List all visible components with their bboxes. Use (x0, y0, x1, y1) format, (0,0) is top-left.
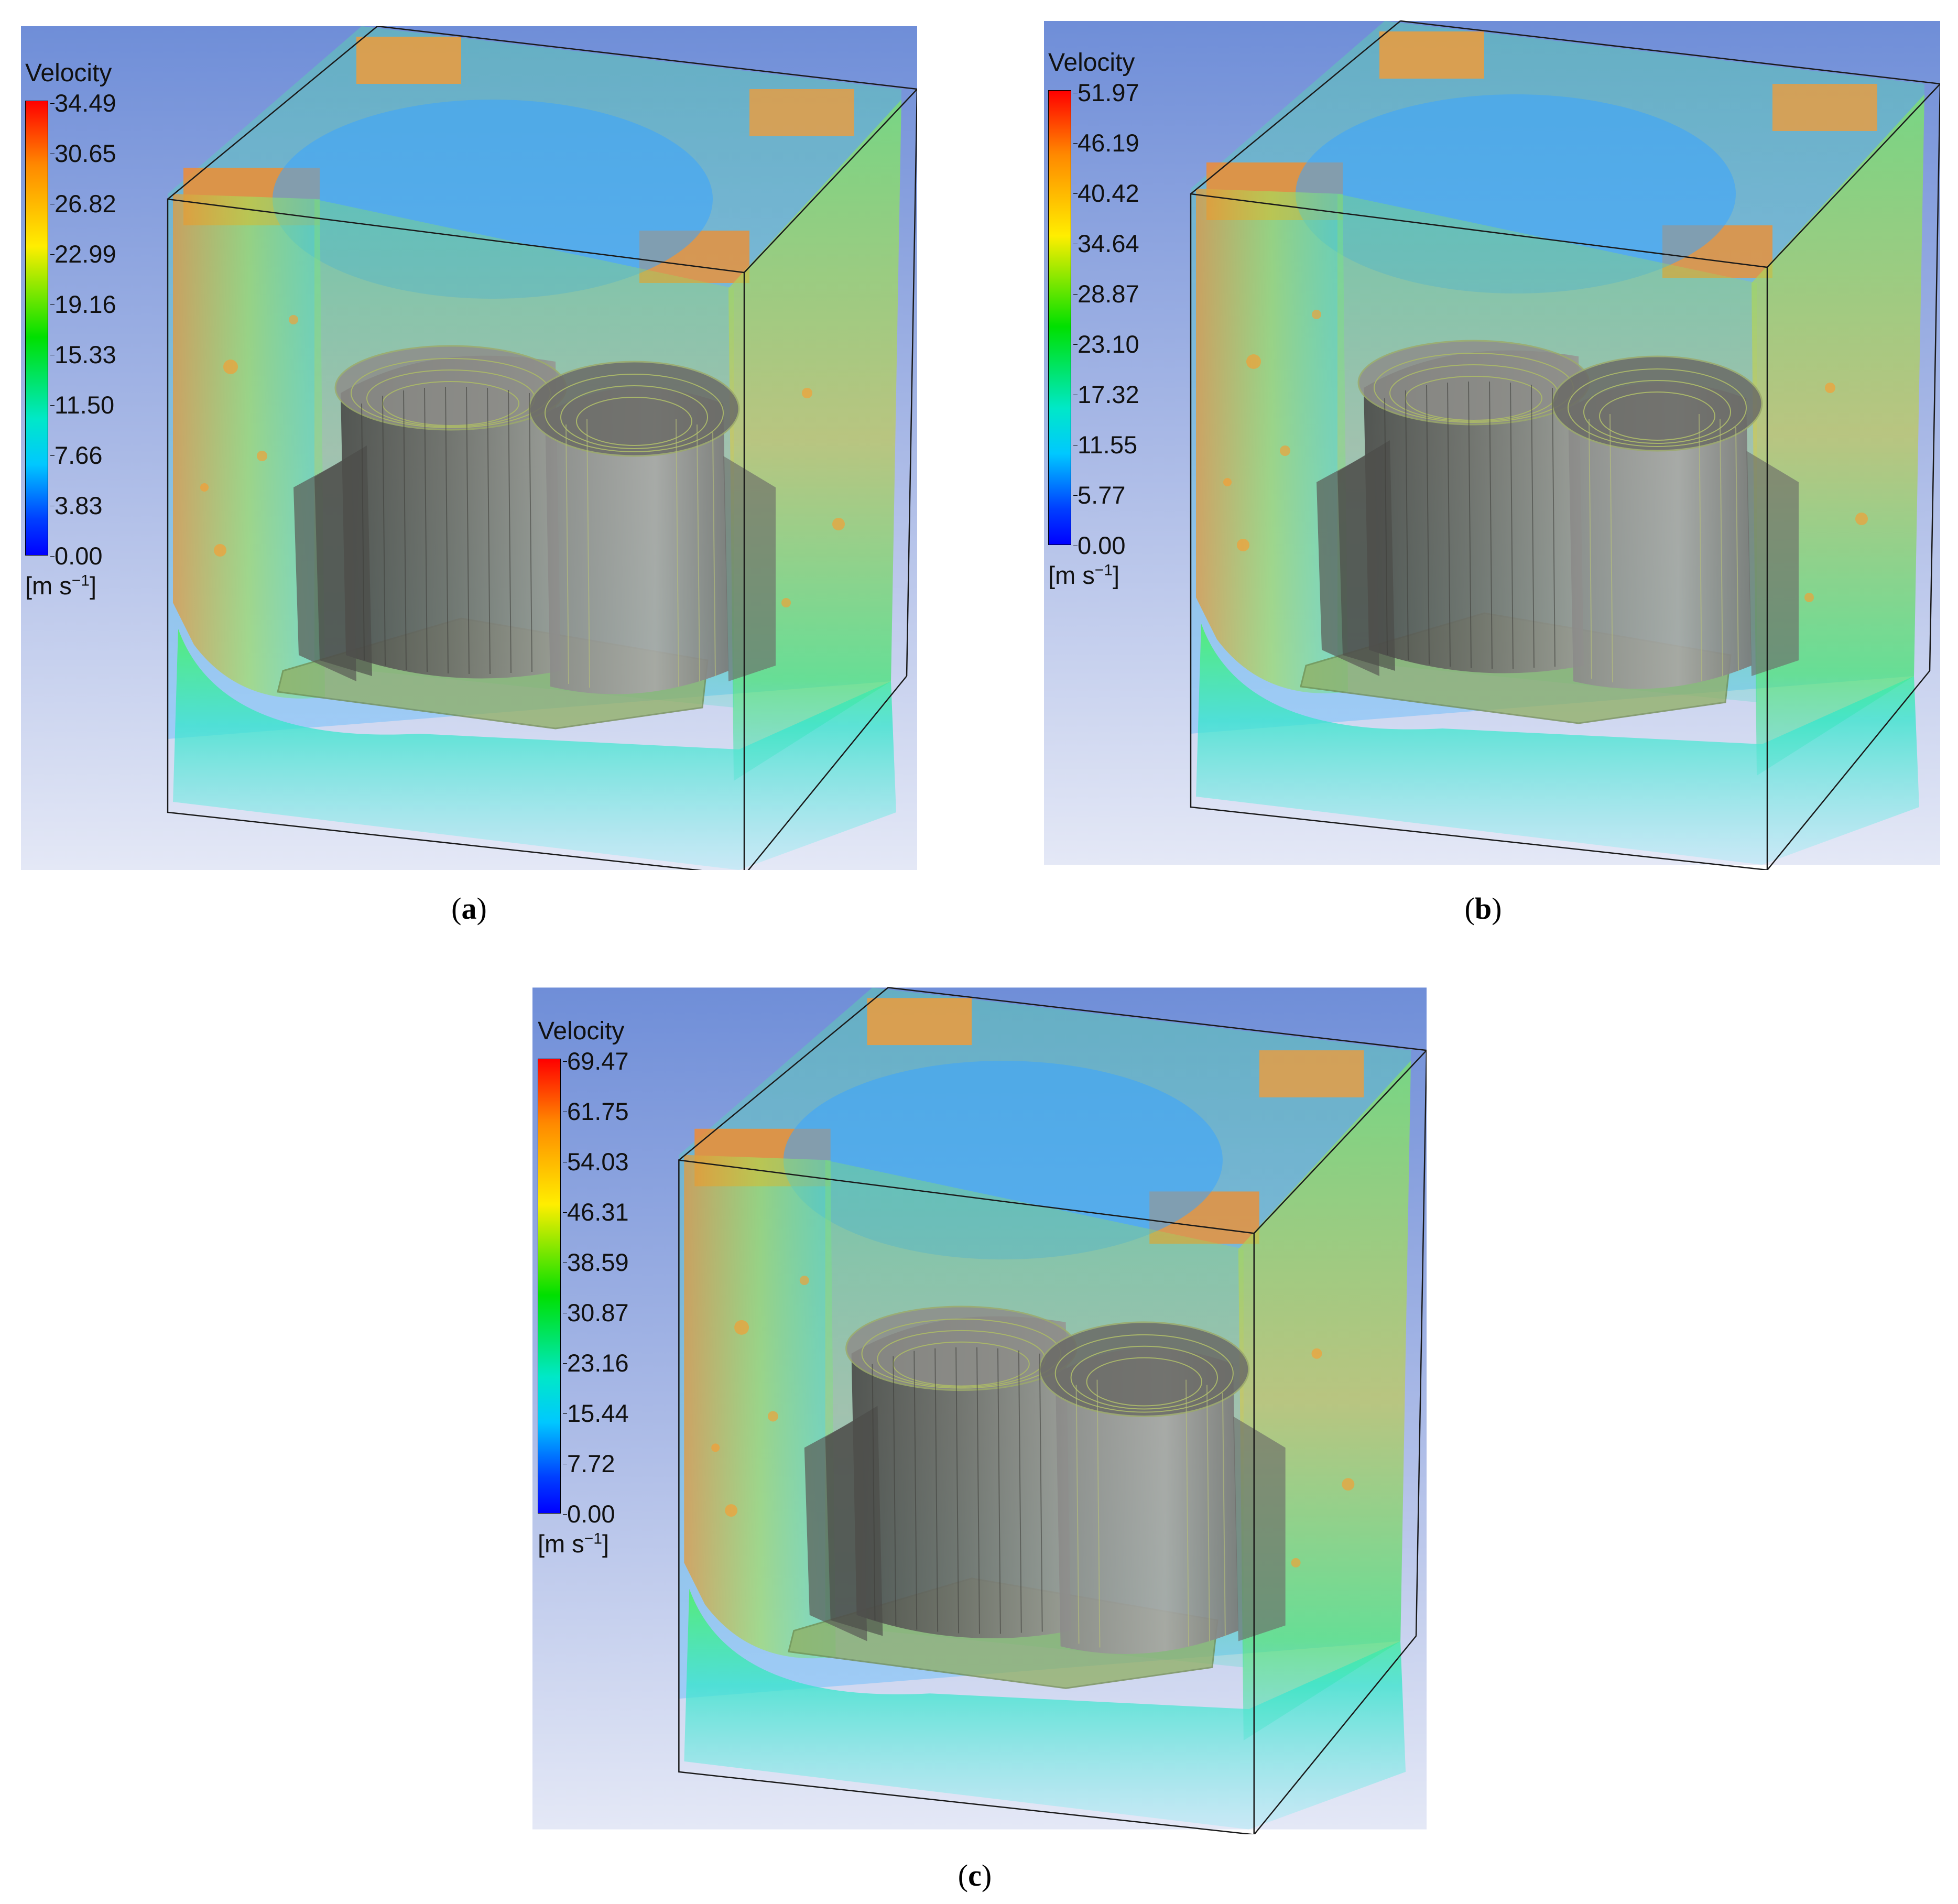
legend-unit: [m s−1] (1048, 561, 1120, 589)
tick-label: 46.31 (563, 1198, 629, 1226)
tick-label: 0.00 (1073, 531, 1126, 559)
caption-a: (a) (451, 891, 487, 926)
color-scale-bar (538, 1059, 561, 1514)
tick-label: 28.87 (1073, 280, 1139, 308)
tick-label: 38.59 (563, 1248, 629, 1276)
panel-a: Velocity 34.49 30.65 26.82 22.99 19.16 1… (21, 26, 917, 870)
color-scale-bar (25, 101, 48, 556)
legend-unit: [m s−1] (25, 572, 97, 600)
tick-label: 54.03 (563, 1148, 629, 1176)
tick-label: 0.00 (562, 1500, 615, 1528)
legend-unit: [m s−1] (538, 1530, 610, 1558)
tick-label: 30.87 (563, 1299, 629, 1326)
velocity-volume-render-a (21, 26, 917, 870)
tick-label: 51.97 (1073, 79, 1139, 106)
tick-label: 7.66 (50, 441, 103, 469)
panel-b: Velocity 51.97 46.19 40.42 34.64 28.87 2… (1044, 16, 1940, 870)
tick-label: 11.55 (1073, 431, 1138, 459)
tick-label: 23.16 (563, 1349, 629, 1377)
caption-b: (b) (1464, 891, 1502, 926)
tick-label: 19.16 (50, 290, 116, 318)
tick-label: 46.19 (1073, 129, 1139, 157)
tick-label: 22.99 (50, 240, 116, 268)
tick-label: 17.32 (1073, 380, 1139, 408)
color-scale-bar (1048, 90, 1071, 545)
tick-label: 0.00 (50, 542, 103, 570)
tick-label: 5.77 (1073, 481, 1126, 509)
legend-title: Velocity (1048, 49, 1135, 77)
tick-label: 34.49 (50, 89, 116, 117)
tick-label: 23.10 (1073, 330, 1139, 358)
tick-label: 61.75 (563, 1097, 629, 1125)
tick-label: 40.42 (1073, 179, 1139, 207)
velocity-volume-render-b (1044, 16, 1940, 870)
caption-c: (c) (958, 1858, 992, 1892)
tick-label: 34.64 (1073, 230, 1139, 257)
tick-label: 3.83 (50, 492, 103, 519)
tick-label: 7.72 (562, 1450, 615, 1477)
tick-label: 69.47 (563, 1047, 629, 1075)
tick-label: 11.50 (50, 391, 115, 419)
tick-label: 15.33 (50, 341, 116, 368)
tick-label: 30.65 (50, 139, 116, 167)
tick-label: 26.82 (50, 190, 116, 217)
panel-c: Velocity 69.47 61.75 54.03 46.31 38.59 3… (532, 983, 1427, 1834)
velocity-volume-render-c (532, 983, 1427, 1834)
legend-title: Velocity (25, 59, 112, 87)
tick-label: 15.44 (563, 1399, 629, 1427)
legend-title: Velocity (538, 1017, 625, 1045)
